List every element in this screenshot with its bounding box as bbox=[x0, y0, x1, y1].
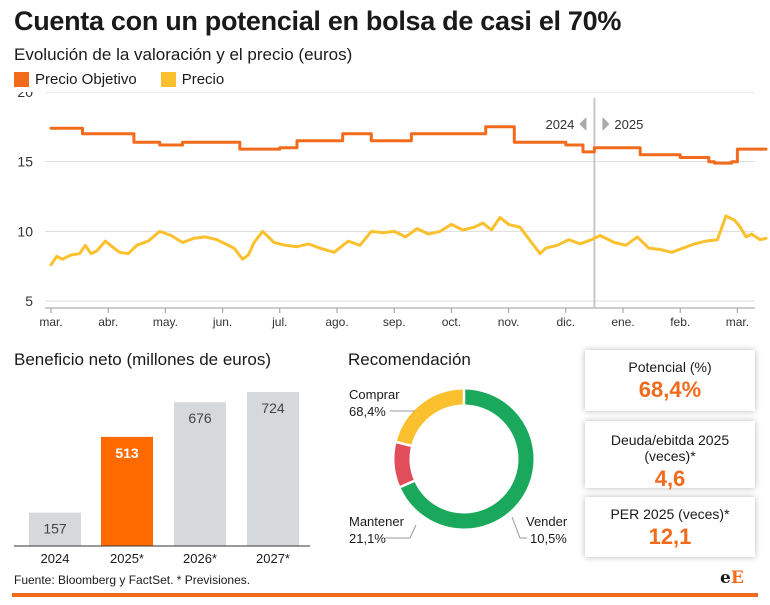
donut-separator bbox=[398, 479, 416, 489]
legend-swatch-precio-objetivo bbox=[14, 71, 29, 87]
donut-value-vender: 10,5% bbox=[530, 531, 567, 546]
y-tick-label: 15 bbox=[17, 154, 33, 170]
brand-logo: eE bbox=[720, 568, 744, 588]
bar-category-label: 2026* bbox=[183, 551, 217, 566]
year-label-2024: 2024 bbox=[545, 117, 574, 132]
kpi-label-potencial: Potencial (%) bbox=[628, 359, 712, 375]
x-tick-label: feb. bbox=[670, 315, 690, 329]
legend-label-precio: Precio bbox=[181, 70, 225, 88]
bar-2026 bbox=[174, 402, 226, 546]
legend-label-precio-objetivo: Precio Objetivo bbox=[35, 70, 137, 88]
series-line-precio bbox=[49, 214, 768, 267]
donut-slice-mantener bbox=[394, 389, 534, 529]
x-tick-label: nov. bbox=[498, 315, 520, 329]
x-tick-label: jul. bbox=[271, 315, 287, 329]
bar-chart-title: Beneficio neto (millones de euros) bbox=[14, 350, 272, 369]
line-chart: 5 10 15 20 mar. abr. may. jun. jul. ago. sep. oct.… bbox=[17, 92, 768, 329]
y-tick-label: 20 bbox=[17, 92, 33, 100]
donut-leader-mantener bbox=[385, 524, 417, 539]
donut-value-mantener: 21,1% bbox=[349, 531, 386, 546]
line-chart-grid bbox=[45, 92, 755, 309]
x-tick-label: dic. bbox=[556, 315, 575, 329]
bar-2024 bbox=[29, 512, 81, 546]
x-tick-label: oct. bbox=[442, 315, 461, 329]
kpi-value-deuda-ebitda: 4,6 bbox=[654, 466, 686, 491]
line-chart-x-axis: mar. abr. may. jun. jul. ago. sep. oct. nov. dic.… bbox=[39, 308, 749, 329]
series-line-precio-objetivo bbox=[49, 125, 768, 165]
x-tick-label: may. bbox=[153, 315, 178, 329]
donut-label-comprar: Comprar bbox=[349, 387, 400, 402]
x-tick-label: abr. bbox=[98, 315, 118, 329]
x-tick-label: jun. bbox=[212, 315, 232, 329]
x-tick-label: mar. bbox=[39, 315, 62, 329]
legend-item-precio: Precio bbox=[160, 70, 225, 88]
donut-label-vender: Vender bbox=[526, 514, 568, 529]
y-tick-label: 10 bbox=[17, 223, 33, 239]
bar-value-label: 724 bbox=[261, 400, 285, 416]
kpi-card-per: PER 2025 (veces)* 12,1 bbox=[585, 497, 755, 557]
kpi-value-per: 12,1 bbox=[648, 524, 692, 549]
page-title: Cuenta con un potencial en bolsa de casi… bbox=[14, 6, 622, 36]
arrow-right-icon bbox=[602, 117, 610, 131]
donut-label-mantener: Mantener bbox=[349, 514, 405, 529]
kpi-card-potencial: Potencial (%) 68,4% bbox=[585, 350, 755, 411]
x-tick-label: ago. bbox=[325, 315, 348, 329]
donut-leader-vender bbox=[511, 516, 527, 539]
source-note: Fuente: Bloomberg y FactSet. * Prevision… bbox=[14, 573, 251, 587]
y-tick-label: 5 bbox=[25, 293, 33, 309]
bar-category-label: 2027* bbox=[256, 551, 290, 566]
legend: Precio Objetivo Precio bbox=[14, 69, 248, 89]
arrow-left-icon bbox=[579, 117, 587, 131]
kpi-label-per: PER 2025 (veces)* bbox=[610, 506, 730, 522]
bar-chart: 157 2024 513 2025* 676 2026* 724 2027* bbox=[14, 392, 310, 566]
kpi-label-deuda-ebitda: Deuda/ebitda 2025 (veces)* bbox=[610, 432, 730, 464]
donut-chart: Comprar 68,4% Mantener 21,1% Vender 10,5… bbox=[349, 387, 568, 546]
x-tick-label: ene. bbox=[611, 315, 634, 329]
x-tick-label: sep. bbox=[383, 315, 406, 329]
donut-separator bbox=[395, 440, 413, 448]
footer-bar bbox=[12, 593, 758, 597]
bar-2025 bbox=[101, 436, 153, 546]
bar-2027 bbox=[247, 392, 299, 546]
donut-chart-title: Recomendación bbox=[348, 350, 471, 369]
legend-swatch-precio bbox=[160, 71, 176, 87]
year-label-2025: 2025 bbox=[614, 117, 643, 132]
legend-item-precio-objetivo: Precio Objetivo bbox=[14, 71, 137, 88]
bar-category-label: 2025* bbox=[110, 551, 144, 566]
line-chart-subtitle: Evolución de la valoración y el precio (… bbox=[14, 45, 353, 64]
x-tick-label: mar. bbox=[726, 315, 749, 329]
bar-category-label: 2024 bbox=[41, 551, 70, 566]
bar-value-label: 676 bbox=[188, 410, 212, 426]
kpi-card-deuda-ebitda: Deuda/ebitda 2025 (veces)* 4,6 bbox=[585, 421, 755, 491]
line-chart-series bbox=[49, 125, 768, 267]
line-chart-y-axis: 5 10 15 20 bbox=[17, 92, 33, 309]
kpi-value-potencial: 68,4% bbox=[638, 377, 702, 402]
bar-value-label: 157 bbox=[43, 521, 67, 537]
bar-value-label: 513 bbox=[115, 445, 139, 461]
donut-value-comprar: 68,4% bbox=[349, 404, 386, 419]
